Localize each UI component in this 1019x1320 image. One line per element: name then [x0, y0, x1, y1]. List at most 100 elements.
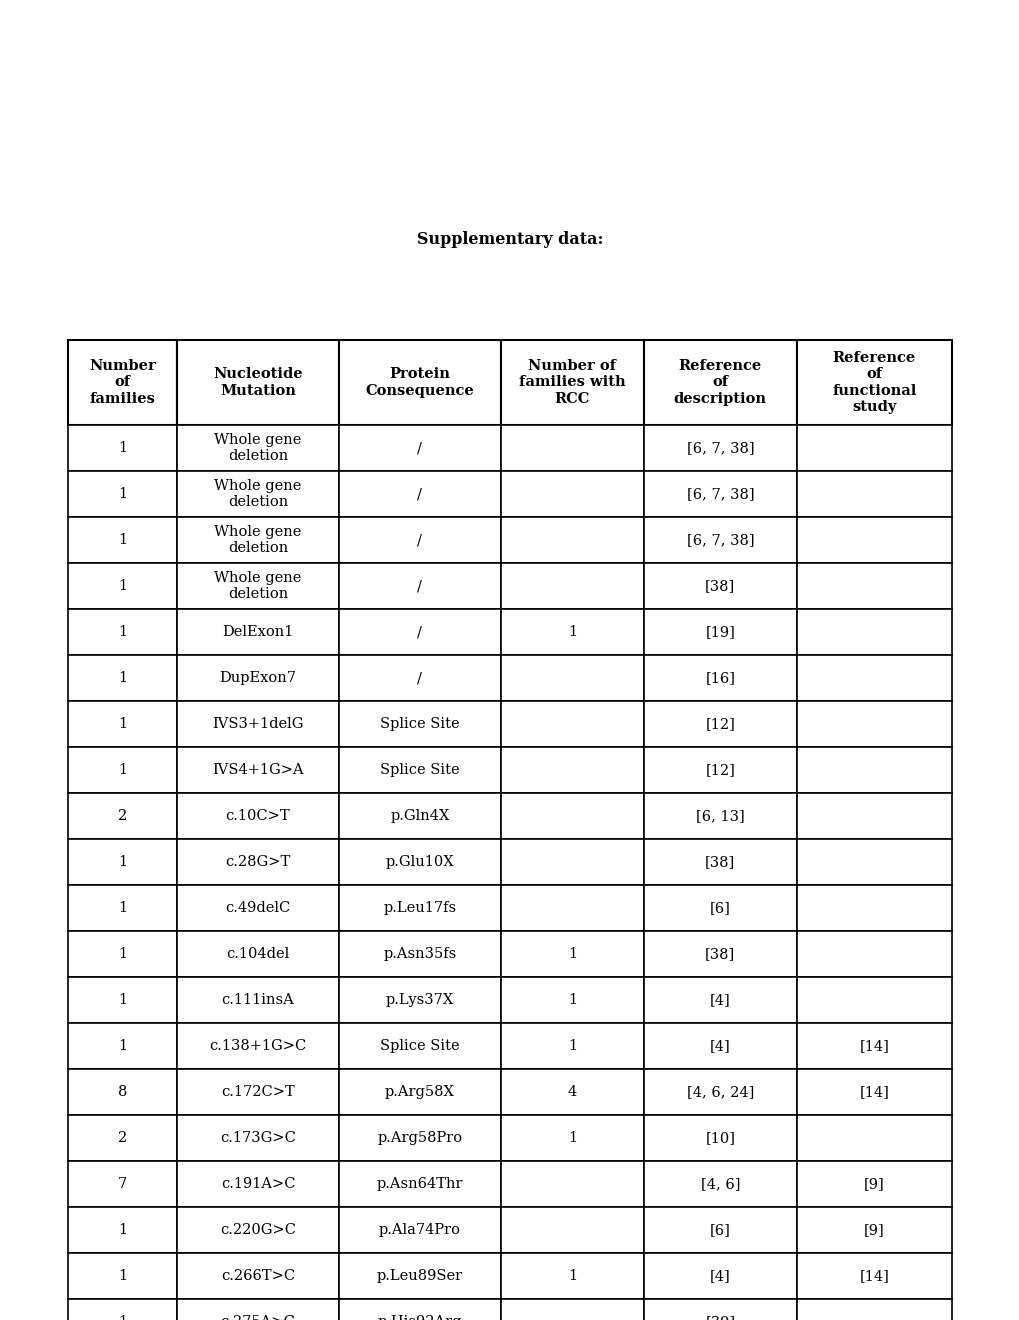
Bar	[796, 701, 951, 747]
Bar	[338, 1206, 500, 1253]
Text: 1: 1	[118, 533, 127, 546]
Bar	[177, 517, 338, 564]
Bar	[177, 884, 338, 931]
Text: c.173G>C: c.173G>C	[220, 1131, 296, 1144]
Bar	[338, 1023, 500, 1069]
Bar	[68, 1162, 177, 1206]
Text: p.Asn35fs: p.Asn35fs	[383, 946, 457, 961]
Text: Splice Site: Splice Site	[380, 1039, 460, 1053]
Bar	[796, 471, 951, 517]
Text: p.Asn64Thr: p.Asn64Thr	[376, 1177, 463, 1191]
Bar	[68, 1299, 177, 1320]
Text: [14]: [14]	[859, 1269, 889, 1283]
Text: c.220G>C: c.220G>C	[220, 1224, 296, 1237]
Bar	[68, 793, 177, 840]
Text: [14]: [14]	[859, 1085, 889, 1100]
Text: 1: 1	[568, 624, 577, 639]
Bar	[68, 609, 177, 655]
Bar	[338, 701, 500, 747]
Text: c.172C>T: c.172C>T	[221, 1085, 294, 1100]
Bar	[68, 564, 177, 609]
Bar	[338, 884, 500, 931]
Text: c.28G>T: c.28G>T	[225, 855, 290, 869]
Text: 1: 1	[568, 1039, 577, 1053]
Bar	[68, 884, 177, 931]
Bar	[796, 840, 951, 884]
Text: Reference
of
description: Reference of description	[674, 359, 766, 405]
Bar	[796, 1206, 951, 1253]
Text: [4, 6]: [4, 6]	[700, 1177, 740, 1191]
Text: [4]: [4]	[709, 1039, 730, 1053]
Text: c.138+1G>C: c.138+1G>C	[209, 1039, 307, 1053]
Text: 1: 1	[118, 902, 127, 915]
Text: /: /	[417, 624, 422, 639]
Bar	[68, 840, 177, 884]
Text: /: /	[417, 579, 422, 593]
Text: [4]: [4]	[709, 1269, 730, 1283]
Text: [6]: [6]	[709, 902, 730, 915]
Bar	[338, 609, 500, 655]
Bar	[338, 1253, 500, 1299]
Text: [38]: [38]	[704, 946, 735, 961]
Bar	[500, 840, 643, 884]
Text: c.111insA: c.111insA	[221, 993, 294, 1007]
Bar	[338, 1299, 500, 1320]
Text: [6, 13]: [6, 13]	[695, 809, 744, 822]
Bar	[500, 471, 643, 517]
Text: 1: 1	[568, 993, 577, 1007]
Bar	[500, 1253, 643, 1299]
Bar	[177, 609, 338, 655]
Bar	[796, 1069, 951, 1115]
Text: p.Ala74Pro: p.Ala74Pro	[378, 1224, 461, 1237]
Text: Whole gene
deletion: Whole gene deletion	[214, 479, 302, 510]
Text: [39]: [39]	[704, 1315, 735, 1320]
Bar	[338, 840, 500, 884]
Text: [38]: [38]	[704, 855, 735, 869]
Text: 2: 2	[118, 809, 127, 822]
Text: c.266T>C: c.266T>C	[221, 1269, 294, 1283]
Text: [4, 6, 24]: [4, 6, 24]	[686, 1085, 753, 1100]
Bar	[68, 747, 177, 793]
Text: 4: 4	[568, 1085, 577, 1100]
Text: 1: 1	[118, 1224, 127, 1237]
Bar	[177, 471, 338, 517]
Bar	[643, 1162, 796, 1206]
Text: Whole gene
deletion: Whole gene deletion	[214, 570, 302, 601]
Bar	[68, 341, 177, 425]
Bar	[177, 1023, 338, 1069]
Bar	[338, 341, 500, 425]
Bar	[338, 931, 500, 977]
Bar	[177, 747, 338, 793]
Bar	[500, 977, 643, 1023]
Bar	[338, 1069, 500, 1115]
Text: 1: 1	[118, 441, 127, 455]
Bar	[68, 1253, 177, 1299]
Text: p.Gln4X: p.Gln4X	[390, 809, 449, 822]
Text: 1: 1	[118, 855, 127, 869]
Text: p.Arg58Pro: p.Arg58Pro	[377, 1131, 462, 1144]
Bar	[796, 425, 951, 471]
Text: [12]: [12]	[705, 763, 735, 777]
Bar	[500, 655, 643, 701]
Bar	[177, 977, 338, 1023]
Text: p.Leu17fs: p.Leu17fs	[383, 902, 455, 915]
Text: [4]: [4]	[709, 993, 730, 1007]
Text: p.Glu10X: p.Glu10X	[385, 855, 453, 869]
Text: Number of
families with
RCC: Number of families with RCC	[519, 359, 625, 405]
Bar	[177, 655, 338, 701]
Bar	[643, 747, 796, 793]
Bar	[68, 517, 177, 564]
Bar	[338, 564, 500, 609]
Bar	[68, 471, 177, 517]
Text: 2: 2	[118, 1131, 127, 1144]
Bar	[796, 931, 951, 977]
Bar	[643, 931, 796, 977]
Text: 1: 1	[118, 579, 127, 593]
Bar	[796, 1253, 951, 1299]
Text: DupExon7: DupExon7	[219, 671, 297, 685]
Bar	[177, 341, 338, 425]
Text: 1: 1	[568, 1131, 577, 1144]
Text: [16]: [16]	[705, 671, 735, 685]
Bar	[500, 564, 643, 609]
Bar	[500, 793, 643, 840]
